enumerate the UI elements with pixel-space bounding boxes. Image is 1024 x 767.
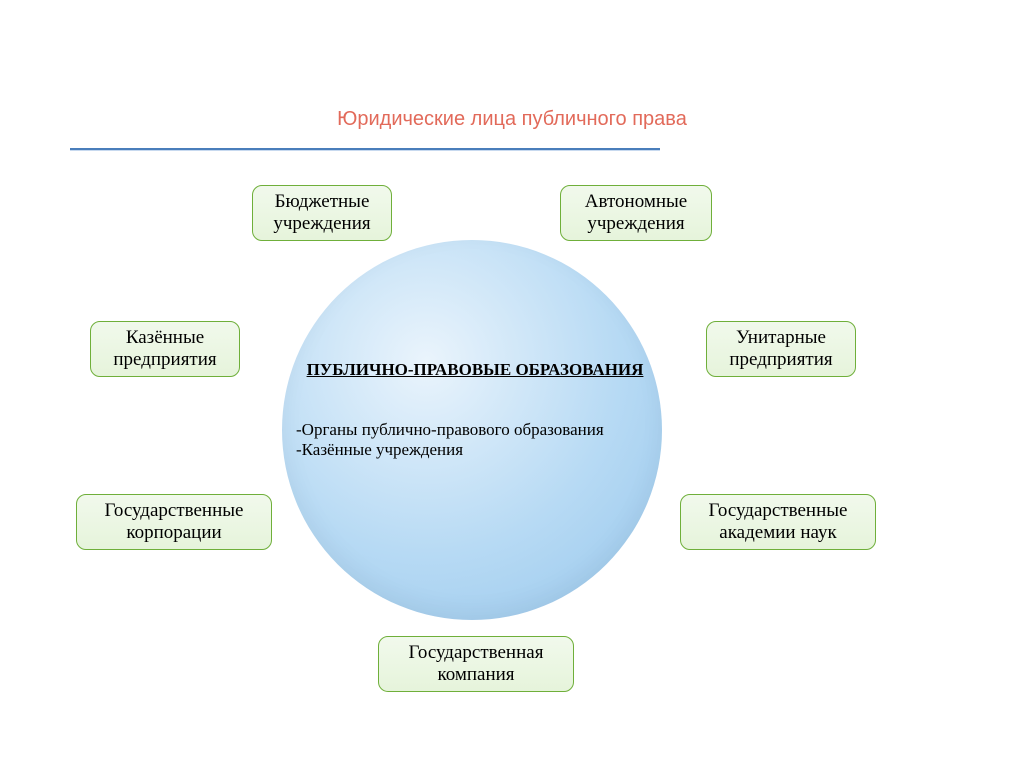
node-unitary: Унитарныепредприятия (706, 321, 856, 377)
node-treasury: Казённыепредприятия (90, 321, 240, 377)
diagram-title: Юридические лица публичного права (0, 108, 1024, 131)
node-autonom: Автономныеучреждения (560, 185, 712, 241)
node-unitary-line1: Унитарные (729, 327, 832, 349)
node-statcorp-line2: корпорации (105, 522, 244, 544)
node-treasury-line1: Казённые (113, 327, 216, 349)
center-sphere-line1: -Органы публично-правового образования (296, 420, 666, 440)
center-sphere-body: -Органы публично-правового образования -… (296, 420, 666, 460)
node-statacad-line1: Государственные (709, 500, 848, 522)
node-autonom-line2: учреждения (585, 213, 687, 235)
node-statacad: Государственныеакадемии наук (680, 494, 876, 550)
node-statcomp: Государственнаякомпания (378, 636, 574, 692)
node-statcorp-line1: Государственные (105, 500, 244, 522)
diagram-stage: Юридические лица публичного права ПУБЛИЧ… (0, 0, 1024, 767)
node-statcomp-line2: компания (409, 664, 544, 686)
center-sphere-line2: -Казённые учреждения (296, 440, 666, 460)
node-budget-line1: Бюджетные (273, 191, 370, 213)
node-statacad-line2: академии наук (709, 522, 848, 544)
node-treasury-line2: предприятия (113, 349, 216, 371)
center-sphere-title: ПУБЛИЧНО-ПРАВОВЫЕ ОБРАЗОВАНИЯ (300, 360, 650, 380)
node-statcorp: Государственныекорпорации (76, 494, 272, 550)
node-autonom-line1: Автономные (585, 191, 687, 213)
node-statcomp-line1: Государственная (409, 642, 544, 664)
node-budget-line2: учреждения (273, 213, 370, 235)
node-budget: Бюджетныеучреждения (252, 185, 392, 241)
node-unitary-line2: предприятия (729, 349, 832, 371)
title-divider (70, 148, 660, 151)
